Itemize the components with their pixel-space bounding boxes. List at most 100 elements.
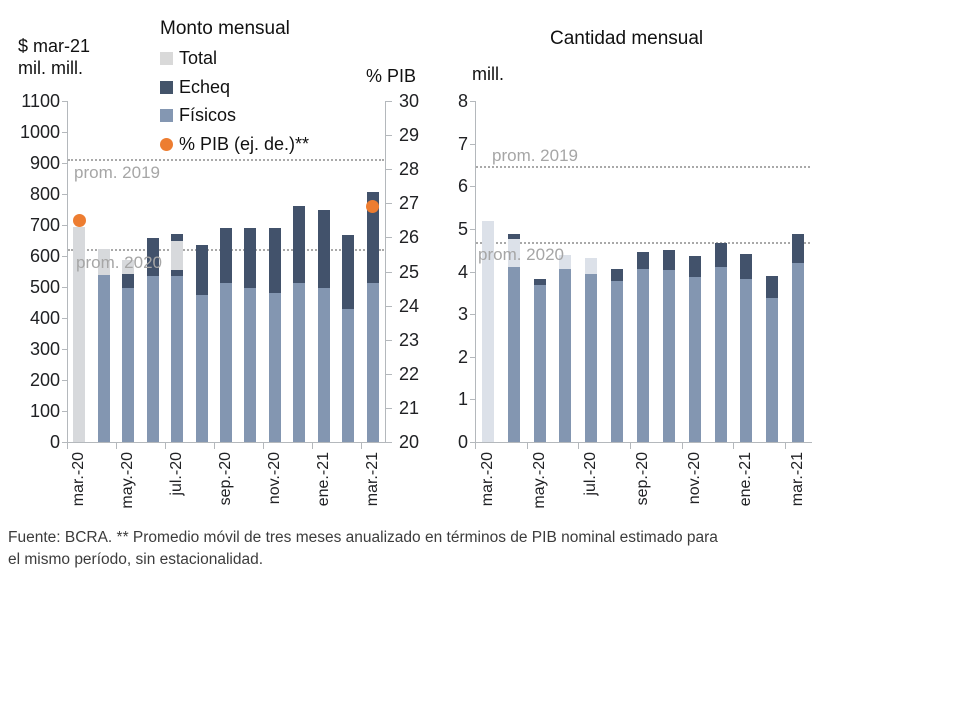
bar-segment-fisicos [146,275,159,442]
bar-segment-echeq [293,206,306,283]
y2-tick-label: 30 [399,91,420,111]
bar-segment-fisicos [662,270,675,442]
x-tick [361,443,362,449]
bar-segment-echeq [122,273,135,288]
y2-tick-label: 20 [399,432,420,452]
y-tick [62,132,67,133]
bar-segment-echeq [244,227,257,289]
left-chart-title: Monto mensual [160,18,290,39]
ref-line-2019 [68,159,384,161]
y-tick-label: 600 [29,246,60,266]
x-tick-label: mar.-21 [363,452,381,507]
legend-swatch-square [160,52,173,65]
x-tick-label: sep.-20 [217,452,234,506]
bar-segment-echeq [195,244,208,296]
bar-segment-fisicos [533,285,546,442]
bar-segment-fisicos [220,283,232,442]
y-tick-label: 1100 [21,91,60,111]
y-tick-label: 800 [29,184,60,204]
x-tick [263,443,264,449]
y-tick [470,314,475,315]
y2-tick [386,169,392,170]
bar-segment-fisicos [122,287,135,442]
ref-line-label: prom. 2019 [74,163,160,182]
bar-segment-fisicos [766,298,779,442]
x-tick [682,443,683,449]
y-tick [62,442,67,443]
ref-line-2019 [476,166,810,168]
y-tick-label: 700 [29,215,60,235]
legend-label: Total [179,48,218,68]
y-tick-label: 4 [457,262,468,282]
bar-segment-fisicos [317,287,330,442]
bar-segment-total_light [507,238,520,268]
y2-tick-label: 25 [399,262,420,282]
y2-tick-label: 29 [399,125,420,145]
bar-segment-fisicos [97,275,110,442]
legend-label: % PIB (ej. de.)** [179,133,310,154]
y-tick-label: 3 [457,304,468,324]
bar-segment-fisicos [637,268,649,442]
left-axis-unit-line2: mil. mill. [18,58,83,78]
source-note-line1: Fuente: BCRA. ** Promedio móvil de tres … [8,529,718,546]
y-tick-label: 5 [457,219,468,239]
y-tick-label: 7 [457,134,468,154]
bar-segment-echeq [268,228,281,294]
legend: Total Echeq Físicos % PIB (ej. de.)** [160,48,380,168]
y-tick-label: 100 [29,401,60,421]
bar-segment-echeq [171,269,184,277]
x-tick-label: sep.-20 [634,452,651,506]
bar-segment-echeq [366,191,379,283]
bar-segment-fisicos [559,269,572,442]
y-tick [470,357,475,358]
bar-segment-fisicos [366,282,379,442]
y-tick [470,399,475,400]
y-tick [62,194,67,195]
x-tick-label: nov.-20 [265,452,283,505]
bar-segment-echeq [714,242,727,267]
x-axis [67,442,386,443]
x-tick [165,443,166,449]
y2-tick [386,135,392,136]
x-tick [733,443,734,449]
y2-tick [386,442,392,443]
x-tick-label: mar.-20 [70,452,88,507]
y-tick-label: 500 [29,277,60,297]
legend-swatch-circle [160,137,173,151]
y-tick-label: 400 [29,308,60,328]
y2-tick-label: 27 [399,193,420,213]
x-tick-label: mar.-21 [789,452,807,507]
y2-tick-label: 24 [399,296,420,316]
bar-segment-echeq [220,228,232,284]
y2-tick [386,101,392,102]
x-tick-label: ene.-21 [314,452,332,507]
pib-dot [72,213,86,227]
right-chart-title: Cantidad mensual [550,28,704,49]
y2-tick [386,272,392,273]
y-tick [62,287,67,288]
bar-segment-echeq [342,234,355,309]
x-tick-label: nov.-20 [685,452,703,505]
bar-segment-fisicos [688,277,701,442]
bar-segment-fisicos [244,288,257,442]
bar-segment-echeq [507,234,520,239]
left-axis-unit-line1: $ mar-21 [18,36,91,56]
x-tick [67,443,68,449]
y2-tick-label: 26 [399,227,420,247]
x-tick [527,443,528,449]
ref-line-2020 [476,242,810,244]
bar-segment-echeq [171,233,184,242]
y-tick [62,380,67,381]
x-axis [475,442,812,443]
ref-line-label: prom. 2020 [478,245,564,264]
y2-tick [386,340,392,341]
y-tick [62,256,67,257]
y-tick-label: 0 [49,432,60,452]
y2-axis [385,101,386,443]
bar-segment-total [171,241,184,270]
y-tick [470,229,475,230]
y-tick [62,411,67,412]
x-tick [578,443,579,449]
legend-label: Echeq [179,76,231,97]
